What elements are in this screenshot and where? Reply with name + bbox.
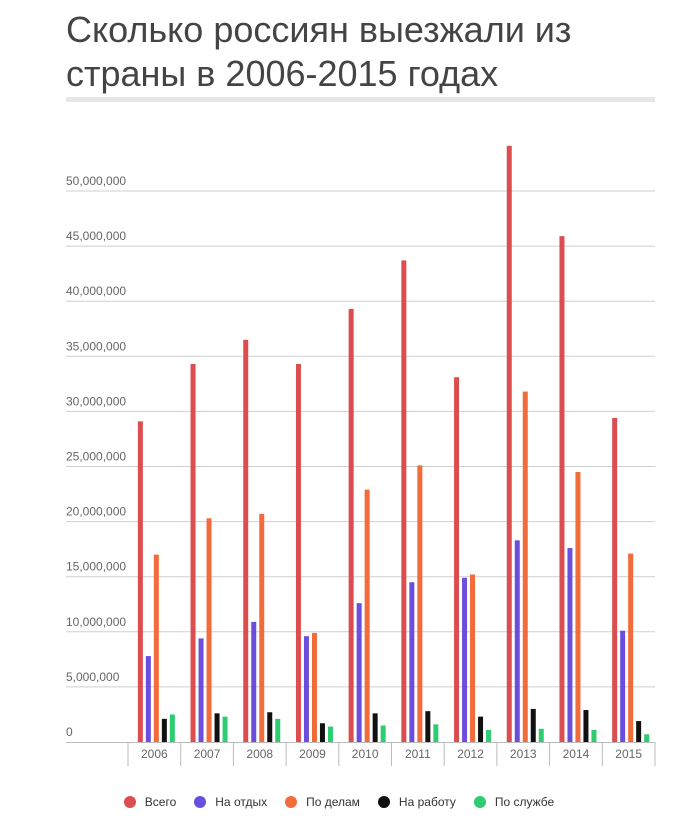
legend-item: На работу (377, 795, 456, 809)
bar-2011-2 (417, 465, 423, 742)
bar-2007-4 (222, 716, 228, 742)
bar-2006-4 (169, 714, 175, 742)
bar-2013-4 (538, 728, 544, 742)
bar-2008-3 (267, 712, 273, 742)
x-tick-label: 2009 (299, 747, 326, 761)
bar-2014-1 (567, 548, 573, 742)
legend-label: На отдых (215, 795, 268, 809)
bar-2015-2 (628, 553, 634, 742)
y-tick-label: 10,000,000 (66, 615, 126, 629)
bar-2009-3 (319, 723, 325, 742)
bar-2010-2 (364, 489, 370, 742)
bar-2014-0 (559, 236, 565, 742)
y-tick-label: 15,000,000 (66, 560, 126, 574)
bar-2008-2 (259, 513, 265, 742)
y-tick-label: 0 (66, 725, 73, 739)
legend: Всего На отдых По делам На работу По службе (0, 790, 678, 814)
legend-label: Всего (144, 795, 177, 809)
bar-2010-4 (380, 725, 386, 742)
bar-2013-0 (506, 145, 512, 742)
y-axis-labels: 0 5,000,000 10,000,000 15,000,000 20,000,000… (66, 174, 126, 739)
bar-2008-0 (243, 339, 249, 742)
y-tick-label: 50,000,000 (66, 174, 126, 188)
legend-marker (123, 796, 136, 808)
bar-2012-0 (454, 377, 460, 742)
legend-label: На работу (398, 795, 456, 809)
x-tick-label: 2013 (510, 747, 537, 761)
legend-marker (377, 796, 390, 808)
bar-2014-2 (575, 472, 581, 742)
bar-2006-3 (161, 718, 167, 742)
bar-2011-3 (425, 711, 431, 742)
bar-2014-3 (583, 710, 589, 742)
x-tick-label: 2007 (194, 747, 221, 761)
bar-2013-3 (530, 708, 536, 742)
legend-marker (194, 796, 207, 808)
bar-2012-2 (470, 574, 476, 742)
bar-2008-4 (275, 718, 281, 742)
bar-2007-3 (214, 713, 220, 742)
bar-2010-0 (348, 308, 354, 742)
bar-2009-2 (311, 632, 317, 742)
bar-2011-4 (433, 724, 439, 742)
x-tick-label: 2010 (352, 747, 379, 761)
bar-2006-1 (145, 656, 151, 742)
legend-label: По службе (494, 795, 555, 809)
bar-2012-3 (478, 716, 484, 742)
bar-2006-2 (153, 554, 159, 742)
x-axis: 2006 2007 2008 2009 2010 2011 2012 2013 2014 2015 (66, 742, 656, 766)
legend-item: По службе (473, 795, 555, 809)
bar-2006-0 (137, 421, 143, 742)
legend-item: На отдых (194, 795, 267, 809)
bar-2013-1 (514, 540, 520, 742)
chart-title: Сколько россиян выезжали из страны в 200… (66, 9, 572, 94)
bars (137, 145, 650, 742)
bar-2013-2 (522, 391, 528, 742)
bar-2012-4 (486, 729, 492, 742)
y-tick-label: 40,000,000 (66, 284, 126, 298)
bar-2009-1 (303, 636, 309, 742)
bar-chart: 0 5,000,000 10,000,000 15,000,000 20,000,000… (66, 145, 656, 766)
legend-item: По делам (285, 795, 360, 809)
y-tick-label: 20,000,000 (66, 505, 126, 519)
legend-marker (285, 796, 298, 808)
bar-2010-1 (356, 603, 362, 742)
x-tick-label: 2006 (141, 747, 168, 761)
bar-2007-2 (206, 518, 212, 742)
bar-2007-0 (190, 364, 196, 742)
y-tick-label: 35,000,000 (66, 339, 126, 353)
x-tick-label: 2014 (563, 747, 590, 761)
legend-item: Всего (123, 795, 177, 809)
bar-2015-3 (636, 721, 642, 742)
bar-2012-1 (462, 577, 468, 742)
bar-2007-1 (198, 638, 204, 742)
x-tick-label: 2011 (405, 747, 431, 761)
y-tick-label: 30,000,000 (66, 394, 126, 408)
bar-2015-1 (620, 630, 626, 742)
y-tick-label: 25,000,000 (66, 450, 126, 464)
bar-2015-0 (612, 418, 618, 742)
legend-label: По делам (306, 795, 360, 809)
bar-2008-1 (251, 621, 257, 742)
bar-2009-0 (295, 364, 301, 742)
legend-marker (473, 796, 486, 808)
x-tick-label: 2012 (457, 747, 484, 761)
y-tick-label: 45,000,000 (66, 229, 126, 243)
bar-2009-4 (327, 726, 333, 742)
title-divider (66, 97, 655, 102)
bar-2011-0 (401, 260, 407, 742)
bar-2010-3 (372, 713, 378, 742)
gridlines (66, 190, 655, 688)
y-tick-label: 5,000,000 (66, 670, 120, 684)
bar-2014-4 (591, 729, 597, 742)
x-tick-label: 2015 (615, 747, 642, 761)
bar-2011-1 (409, 582, 415, 742)
x-tick-label: 2008 (246, 747, 273, 761)
bar-2015-4 (644, 734, 650, 742)
